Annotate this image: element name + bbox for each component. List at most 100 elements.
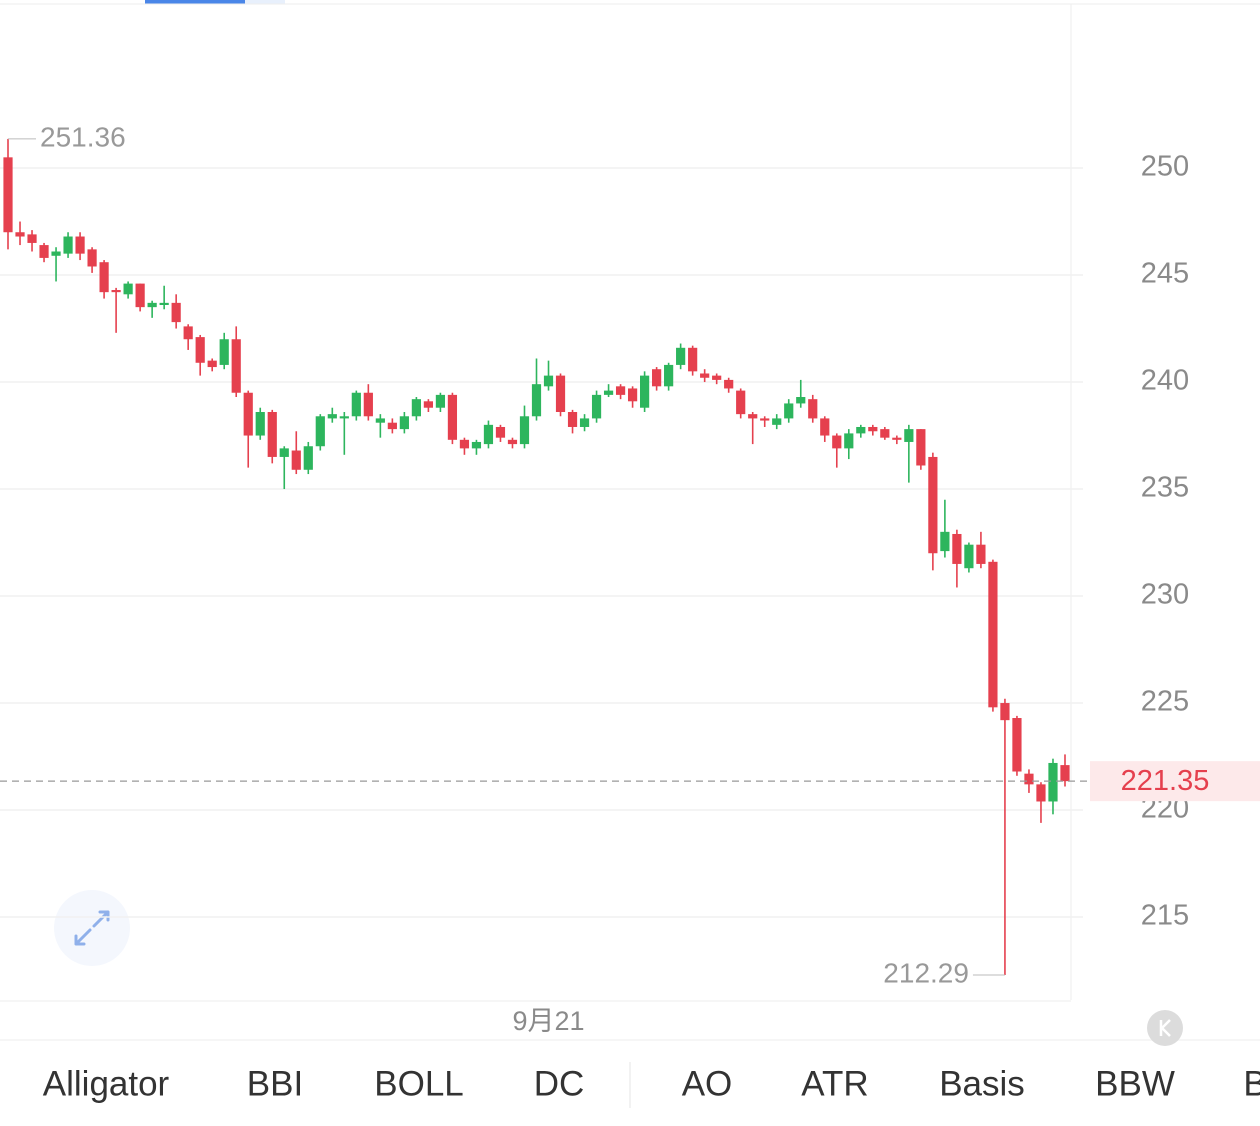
candle-body — [27, 234, 37, 243]
candle-body — [1048, 762, 1058, 802]
candle-body — [267, 412, 277, 457]
candle-body — [39, 245, 49, 258]
candle-body — [880, 429, 890, 438]
candle-body — [111, 290, 121, 293]
candle-body — [928, 456, 938, 554]
candle-body — [99, 262, 109, 293]
candle-body — [279, 448, 289, 457]
expand-button-bg[interactable] — [54, 890, 130, 966]
candle-body — [507, 439, 518, 445]
indicator-tab[interactable]: BBI — [247, 1064, 303, 1103]
expand-icon[interactable] — [74, 910, 110, 946]
candle-body — [892, 437, 902, 440]
candle-body — [471, 441, 482, 449]
last-price-label: 221.35 — [1121, 765, 1210, 797]
candle-body — [459, 439, 470, 449]
candle-body — [736, 390, 746, 415]
candle-body — [808, 399, 818, 419]
candle-body — [664, 364, 674, 387]
candle-body — [579, 418, 590, 427]
candle-body — [555, 375, 566, 412]
candle-body — [195, 337, 205, 363]
candle-body — [652, 369, 662, 387]
candle-body — [640, 375, 650, 408]
candle-body — [519, 416, 530, 445]
y-tick-label: 215 — [1141, 900, 1189, 932]
candle-body — [387, 422, 397, 430]
candle-body — [603, 390, 614, 395]
indicator-tab[interactable]: BBW — [1095, 1064, 1175, 1103]
candle-body — [940, 531, 950, 552]
indicator-tab[interactable]: B — [1243, 1064, 1260, 1103]
low-label: 212.29 — [883, 957, 969, 988]
candle-body — [748, 414, 758, 419]
candle-body — [483, 424, 494, 445]
candle-body — [327, 414, 337, 419]
candle-body — [495, 426, 506, 438]
candle-body — [567, 412, 578, 427]
candle-body — [627, 388, 638, 402]
scroll-latest-icon[interactable] — [1159, 1019, 1171, 1037]
candle-body — [844, 433, 854, 449]
candle-body — [856, 426, 866, 434]
candle-body — [399, 416, 409, 430]
candle-body — [135, 283, 145, 308]
x-tick-label: 9月21 — [512, 1006, 584, 1036]
candle-body — [676, 347, 686, 365]
candle-body — [363, 392, 373, 417]
high-label: 251.36 — [40, 121, 126, 152]
indicator-tab[interactable]: Basis — [939, 1064, 1025, 1103]
candle-body — [1036, 784, 1046, 802]
y-tick-label: 230 — [1141, 579, 1189, 611]
candle-body — [712, 375, 722, 380]
expand-button[interactable] — [54, 890, 130, 966]
candle-body — [303, 446, 313, 470]
indicator-tab[interactable]: Alligator — [43, 1064, 170, 1103]
candle-body — [784, 403, 794, 419]
candle-body — [51, 251, 61, 256]
candle-body — [976, 544, 986, 564]
candle-body — [15, 232, 25, 237]
candle-body — [339, 416, 349, 419]
candle-body — [964, 544, 974, 569]
y-tick-label: 245 — [1141, 258, 1189, 290]
y-tick-label: 240 — [1141, 365, 1189, 397]
candle-body — [952, 533, 962, 564]
candle-body — [1024, 773, 1034, 785]
y-tick-label: 235 — [1141, 472, 1189, 504]
scroll-latest-button[interactable] — [1147, 1010, 1183, 1046]
indicator-tab[interactable]: BOLL — [374, 1064, 464, 1103]
candle-body — [147, 302, 157, 308]
candle-body — [700, 373, 710, 378]
candle-body — [904, 429, 914, 442]
candle-body — [75, 236, 85, 254]
candle-body — [531, 384, 542, 417]
candle-body — [183, 326, 193, 340]
candle-body — [423, 401, 433, 408]
indicator-tab[interactable]: ATR — [801, 1064, 868, 1103]
indicator-tab[interactable]: AO — [682, 1064, 733, 1103]
candle-body — [1012, 718, 1022, 772]
candle-body — [724, 379, 734, 389]
y-tick-label: 250 — [1141, 151, 1189, 183]
candle-body — [760, 418, 770, 421]
candle-body — [159, 302, 169, 305]
candle-body — [63, 236, 73, 254]
candle-body — [291, 450, 301, 470]
candle-body — [231, 339, 241, 393]
candle-body — [351, 392, 361, 417]
candle-body — [543, 375, 554, 387]
candle-body — [87, 249, 97, 267]
candle-body — [243, 392, 253, 436]
candle-body — [615, 386, 626, 395]
scroll-latest-bg[interactable] — [1147, 1010, 1183, 1046]
indicator-tab[interactable]: DC — [534, 1064, 585, 1103]
candle-body — [375, 418, 385, 423]
candle-body — [988, 561, 998, 708]
candle-body — [868, 426, 878, 432]
candle-body — [832, 435, 842, 449]
candle-body — [123, 283, 133, 295]
candle-body — [1060, 765, 1070, 782]
